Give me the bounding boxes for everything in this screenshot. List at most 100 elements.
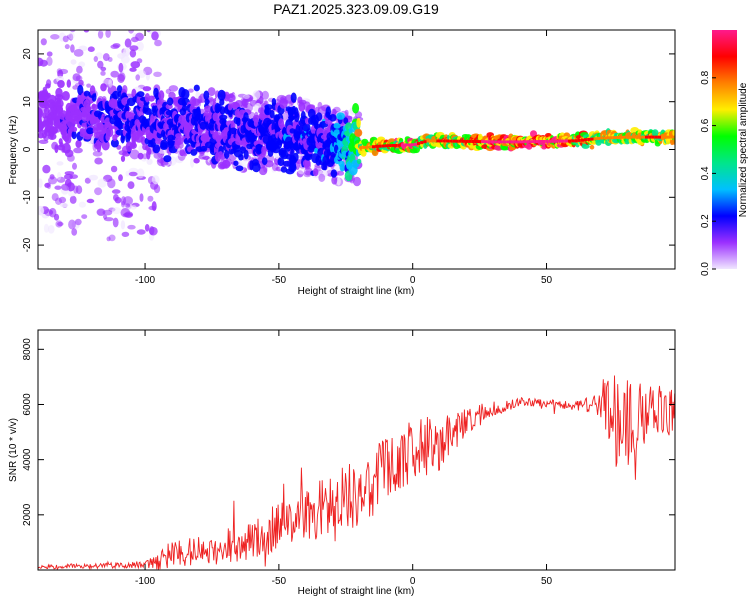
spectrogram-blob [51,193,59,202]
spectrogram-blob [129,205,137,210]
spectrogram-blob [136,58,143,64]
spectrogram-blob [87,46,95,52]
spectrogram-blob [221,159,231,169]
spectrogram-blob [68,219,76,230]
spectrogram-blob [302,159,311,168]
x-tick-label: 0 [410,576,416,587]
spectrogram-blob [110,70,119,78]
spectrogram-blob [39,17,47,21]
spectrogram-blob [189,96,197,107]
colorbar-tick-label: 0.4 [700,166,711,180]
spectrogram-blob [45,83,51,89]
spectrogram-blob [112,207,122,215]
spectrogram-ridge-cell [545,139,549,143]
spectrogram-blob [120,55,130,64]
spectrogram-ridge-cell [503,140,507,144]
colorbar-tick-label: 0.6 [700,118,711,132]
spectrogram-blob [150,15,159,22]
spectrogram-blob [269,110,275,119]
spectrogram-blob [117,74,125,83]
spectrogram-blob [226,93,236,103]
spectrogram-blob [65,16,70,21]
y-tick-label: 10 [22,96,33,108]
spectrogram-blob [219,98,225,106]
spectrogram-blob [110,165,118,173]
spectrogram-ridge-cell [645,135,649,139]
spectrogram-blob [62,35,69,43]
spectrogram-blob [303,170,312,178]
spectrogram-ridge-cell [590,137,594,141]
x-tick-label: -50 [272,576,287,587]
spectrogram-blob [100,70,106,76]
spectrogram-blob [114,15,119,23]
spectrogram-ridge-cell [606,136,610,140]
spectrogram-blob [282,160,291,167]
spectrogram-blob [51,15,59,20]
spectrogram-blob [280,166,288,173]
spectrogram-blob [100,83,107,92]
spectrogram-blob [124,38,132,48]
spectrogram-blob [111,189,121,194]
spectrogram-blob [119,8,125,14]
spectrogram-blob [344,109,349,117]
spectrogram-blob [121,8,126,12]
spectrogram-blob [160,139,168,149]
spectrogram-y-label: Frequency (Hz) [8,116,19,185]
spectrogram-blob [110,44,120,49]
spectrogram-blob [64,44,70,50]
spectrogram-blob [143,18,148,24]
spectrogram-blob [40,38,47,46]
spectrogram-ridge-cell [641,135,645,139]
spectrogram-ridge-cell [417,142,421,145]
spectrogram-blob [144,224,150,232]
spectrogram-ridge-cell [574,139,578,143]
spectrogram-ridge-cell [368,145,372,149]
spectrogram-ridge-cell [551,139,556,143]
spectrogram-blob [153,184,161,194]
spectrogram-blob [43,223,49,233]
spectrogram-ridge-cell [532,140,536,144]
spectrogram-blob [68,8,77,17]
spectrogram-blob [62,7,72,11]
spectrogram-blob [57,69,64,78]
spectrogram-ridge-cell [529,140,533,144]
spectrogram-ridge-cell [394,143,398,147]
spectrogram-blob [339,163,345,172]
spectrogram-blob [188,88,194,93]
spectrogram-blob [62,0,66,8]
spectrogram-blob [61,91,70,101]
spectrogram-blob [131,9,141,16]
spectrogram-y-ticks: -20 -10 0 10 20 [22,48,675,252]
spectrogram-blob [193,84,200,92]
spectrogram-blob [153,152,162,159]
spectrogram-blob [261,157,268,166]
spectrogram-x-ticks: -100 -50 0 50 [135,30,553,286]
spectrogram-blob [136,229,146,235]
spectrogram-blob [502,145,510,151]
spectrogram-blob [216,136,223,148]
spectrogram-blob [336,177,341,186]
spectrogram-blob [312,168,319,177]
spectrogram-blob [67,14,76,19]
spectrogram-blob [38,205,44,216]
spectrogram-ridge-cell [478,140,482,144]
spectrogram-blob [243,149,249,160]
spectrogram-blob [113,0,119,9]
spectrogram-ridge-cell [619,135,623,139]
spectrogram-blob [224,149,230,159]
snr-x-label: Height of straight line (km) [298,586,415,597]
spectrogram-blob [126,132,132,140]
y-tick-label: 8000 [22,338,33,361]
spectrogram-ridge-cell [429,139,433,143]
spectrogram-blob [147,195,154,202]
spectrogram-blob [83,30,90,33]
spectrogram-blob [238,154,244,161]
spectrogram-ridge-cell [455,139,459,143]
spectrogram-ridge-cell [510,140,514,144]
spectrogram-blob [314,106,320,113]
y-tick-label: 6000 [22,393,33,416]
spectrogram-ridge-cell [468,139,472,143]
spectrogram-ridge-cell [523,140,527,144]
spectrogram-blob [217,89,226,101]
